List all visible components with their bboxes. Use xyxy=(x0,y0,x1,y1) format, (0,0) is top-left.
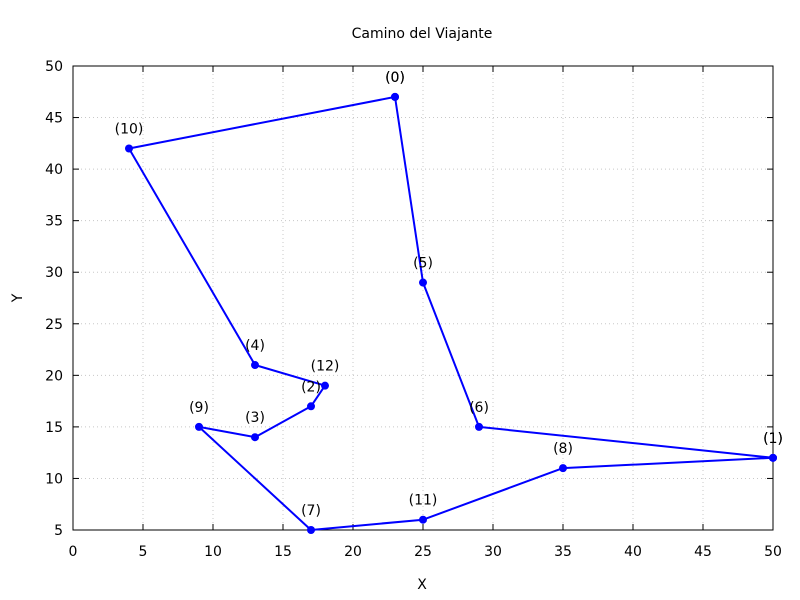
point-label: (6) xyxy=(469,400,489,416)
x-tick-label: 35 xyxy=(554,544,572,560)
point-label: (11) xyxy=(409,493,438,509)
route-points xyxy=(125,92,777,534)
route-point xyxy=(251,361,259,370)
y-tick-label: 10 xyxy=(45,471,63,487)
x-tick-label: 10 xyxy=(204,544,222,560)
x-tick-label: 40 xyxy=(624,544,642,560)
point-label: (5) xyxy=(413,256,433,272)
x-tick-label: 20 xyxy=(344,544,362,560)
route-point xyxy=(321,381,329,390)
grid xyxy=(73,66,773,530)
x-tick-label: 30 xyxy=(484,544,502,560)
route-point xyxy=(391,92,399,101)
y-tick-label: 50 xyxy=(45,59,63,75)
y-tick-label: 20 xyxy=(45,368,63,384)
route-point xyxy=(307,402,315,411)
route-line xyxy=(128,95,774,531)
y-tick-label: 35 xyxy=(45,214,63,230)
y-tick-label: 40 xyxy=(45,162,63,178)
x-tick-label: 25 xyxy=(414,544,432,560)
point-labels: (0)(5)(6)(1)(1)(8)(11)(7)(9)(3)(2)(12)(4… xyxy=(115,70,783,519)
x-tick-label: 0 xyxy=(69,544,78,560)
y-tick-label: 5 xyxy=(54,523,63,539)
route-point xyxy=(307,526,315,534)
y-tick-label: 30 xyxy=(45,265,63,281)
x-tick-label: 50 xyxy=(764,544,782,560)
y-tick-label: 45 xyxy=(45,111,63,127)
route-point xyxy=(475,422,483,431)
route-point xyxy=(559,464,567,473)
route-point xyxy=(125,144,133,153)
point-label: (0) xyxy=(385,70,405,86)
point-label: (8) xyxy=(553,441,573,457)
route-path xyxy=(128,95,774,531)
y-tick-label: 25 xyxy=(45,317,63,333)
point-label: (2) xyxy=(301,379,321,395)
route-point xyxy=(419,515,427,524)
route-point xyxy=(419,278,427,287)
point-label: (0) xyxy=(385,70,405,86)
point-label: (3) xyxy=(245,410,265,426)
point-label: (7) xyxy=(301,503,321,519)
route-point xyxy=(769,453,777,462)
point-label: (1) xyxy=(763,431,783,447)
point-label: (10) xyxy=(115,121,144,137)
x-axis-label: X xyxy=(417,577,427,593)
route-point xyxy=(195,422,203,431)
route-point xyxy=(251,433,259,442)
chart-title: Camino del Viajante xyxy=(352,26,493,42)
point-label: (9) xyxy=(189,400,209,416)
point-label: (4) xyxy=(245,338,265,354)
x-tick-label: 15 xyxy=(274,544,292,560)
y-tick-label: 15 xyxy=(45,420,63,436)
x-tick-label: 5 xyxy=(139,544,148,560)
point-label: (12) xyxy=(311,359,340,375)
x-tick-label: 45 xyxy=(694,544,712,560)
y-axis-label: Y xyxy=(10,293,26,303)
point-label: (1) xyxy=(763,431,783,447)
